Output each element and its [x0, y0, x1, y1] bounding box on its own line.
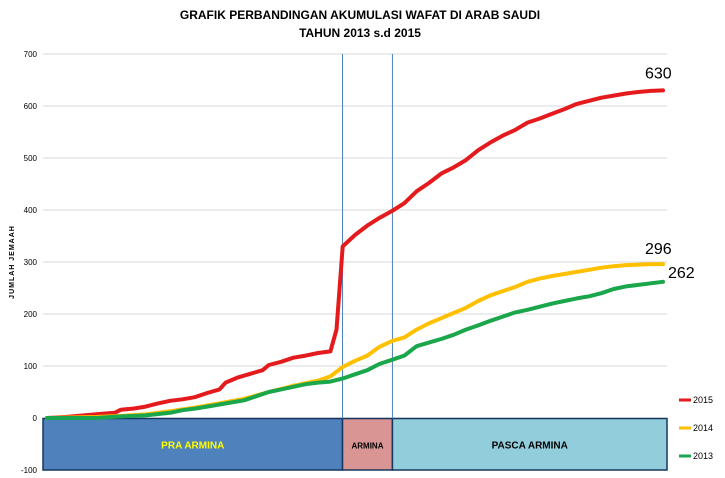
end-label-2015: 630	[645, 65, 672, 82]
end-label-2014: 296	[645, 241, 672, 258]
series-end-labels: 630 296 262	[645, 65, 695, 281]
y-tick-label: 100	[24, 362, 38, 371]
legend-label-2013: 2013	[693, 451, 713, 461]
legend: 2015 2014 2013	[679, 395, 713, 461]
y-axis-ticks: -100 0 100 200 300 400 500 600 700	[21, 50, 38, 475]
y-tick-label: 400	[24, 206, 38, 215]
phase-bands: PRA ARMINA ARMINA PASCA ARMINA	[42, 54, 668, 471]
phase-label: ARMINA	[351, 441, 383, 450]
y-tick-label: -100	[21, 466, 38, 475]
chart-title: GRAFIK PERBANDINGAN AKUMULASI WAFAT DI A…	[180, 8, 540, 22]
y-tick-label: 300	[24, 258, 38, 267]
phase-label: PRA ARMINA	[161, 440, 224, 451]
series-line-2013	[45, 279, 665, 420]
phase-band	[391, 417, 668, 471]
y-tick-label: 500	[24, 154, 38, 163]
y-tick-label: 700	[24, 50, 38, 59]
phase-band	[42, 417, 344, 471]
y-tick-label: 600	[24, 102, 38, 111]
y-tick-label: 200	[24, 310, 38, 319]
phase-label: PASCA ARMINA	[492, 440, 568, 451]
series-line-2015	[45, 88, 665, 420]
end-label-2013: 262	[668, 265, 695, 282]
series-lines	[45, 88, 665, 420]
chart-subtitle: TAHUN 2013 s.d 2015	[299, 26, 421, 40]
y-axis-label: JUMLAH JEMAAH	[9, 225, 16, 299]
legend-label-2014: 2014	[693, 423, 713, 433]
y-tick-label: 0	[33, 414, 38, 423]
legend-label-2015: 2015	[693, 395, 713, 405]
